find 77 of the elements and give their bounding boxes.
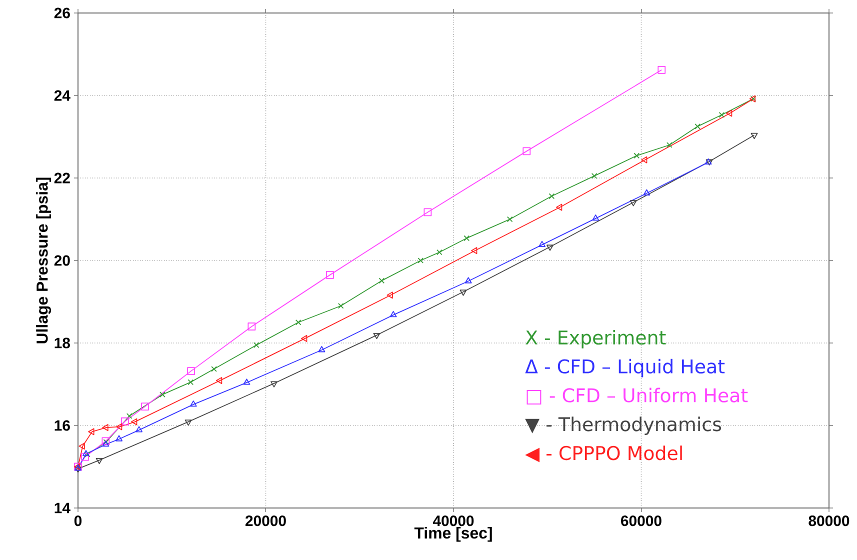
point bbox=[131, 418, 138, 426]
y-axis-title: Ullage Pressure [psia] bbox=[36, 178, 52, 344]
point bbox=[630, 200, 637, 206]
point bbox=[88, 428, 94, 436]
point bbox=[211, 366, 217, 372]
text: ◀ - CPPPO Model bbox=[525, 446, 682, 462]
point bbox=[718, 112, 725, 118]
y-tick-label: 16 bbox=[54, 420, 70, 431]
x-tick-label: 80000 bbox=[808, 516, 850, 526]
x-tick-label: 0 bbox=[74, 516, 82, 526]
y-tick-label: 24 bbox=[54, 90, 70, 101]
point bbox=[141, 402, 149, 410]
point bbox=[464, 277, 472, 284]
point bbox=[592, 214, 600, 221]
y-tick-label: 14 bbox=[54, 502, 70, 514]
point bbox=[243, 378, 250, 385]
point bbox=[694, 124, 700, 130]
point bbox=[116, 435, 123, 442]
point bbox=[190, 400, 197, 407]
text: X - Experiment bbox=[526, 330, 666, 348]
point bbox=[318, 346, 326, 352]
point bbox=[74, 466, 82, 473]
point bbox=[136, 426, 142, 432]
y-tick-label: 22 bbox=[54, 172, 70, 184]
point bbox=[538, 240, 546, 248]
point bbox=[548, 193, 555, 200]
point bbox=[102, 424, 108, 432]
point bbox=[338, 302, 344, 309]
y-tick-label: 18 bbox=[54, 338, 70, 348]
point bbox=[378, 278, 385, 284]
point bbox=[253, 342, 260, 348]
point bbox=[666, 142, 672, 148]
point bbox=[270, 381, 278, 388]
point bbox=[424, 208, 432, 216]
text: Δ - CFD – Liquid Heat bbox=[525, 358, 725, 378]
point bbox=[546, 244, 554, 251]
y-tick-label: 26 bbox=[54, 8, 70, 18]
point bbox=[556, 204, 562, 211]
point bbox=[390, 311, 397, 318]
point bbox=[418, 258, 424, 264]
point bbox=[460, 290, 467, 296]
point bbox=[436, 249, 442, 256]
point bbox=[116, 423, 122, 430]
point bbox=[634, 152, 640, 159]
point bbox=[386, 292, 393, 299]
point bbox=[188, 379, 194, 386]
point bbox=[373, 332, 380, 340]
x-tick-label: 20000 bbox=[245, 516, 286, 526]
point bbox=[506, 216, 513, 222]
point bbox=[464, 235, 470, 242]
point bbox=[295, 319, 302, 326]
point bbox=[750, 132, 758, 140]
point bbox=[522, 147, 531, 156]
point bbox=[471, 247, 478, 254]
x-tick-label: 40000 bbox=[432, 516, 474, 526]
x-axis-title: Time [sec] bbox=[414, 526, 492, 542]
point bbox=[216, 377, 222, 384]
y-tick-label: 20 bbox=[54, 255, 70, 266]
text: ▼ - Thermodynamics bbox=[525, 416, 722, 435]
point bbox=[81, 452, 89, 461]
point bbox=[120, 417, 129, 426]
point bbox=[658, 66, 666, 74]
x-tick-label: 60000 bbox=[621, 516, 662, 526]
point bbox=[326, 270, 334, 279]
point bbox=[301, 334, 308, 342]
point bbox=[184, 420, 192, 426]
point bbox=[248, 322, 256, 330]
point bbox=[641, 156, 648, 164]
point bbox=[187, 367, 195, 375]
point bbox=[96, 458, 103, 464]
point bbox=[160, 392, 166, 398]
point bbox=[643, 189, 650, 196]
text: □ - CFD – Uniform Heat bbox=[526, 388, 748, 404]
point bbox=[726, 110, 732, 117]
point bbox=[78, 442, 85, 450]
point bbox=[126, 413, 132, 419]
point bbox=[591, 173, 598, 179]
